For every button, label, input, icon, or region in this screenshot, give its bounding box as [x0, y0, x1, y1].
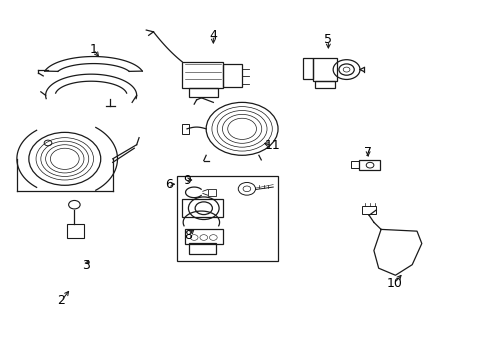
- Bar: [67, 224, 84, 238]
- Bar: [177, 176, 278, 261]
- Bar: [303, 58, 312, 79]
- Bar: [189, 88, 218, 97]
- Text: 6: 6: [165, 178, 173, 191]
- Text: 11: 11: [264, 139, 280, 152]
- Bar: [182, 199, 223, 217]
- Text: 3: 3: [82, 259, 90, 272]
- Text: 5: 5: [324, 33, 332, 46]
- Text: 9: 9: [183, 174, 190, 186]
- Bar: [361, 206, 376, 213]
- Text: 7: 7: [364, 146, 371, 159]
- Bar: [184, 229, 223, 243]
- Bar: [182, 62, 223, 88]
- Bar: [207, 189, 216, 196]
- Bar: [182, 123, 189, 134]
- Text: 8: 8: [183, 229, 192, 242]
- Bar: [358, 160, 379, 171]
- Bar: [350, 161, 358, 168]
- Text: 1: 1: [89, 43, 97, 56]
- Bar: [312, 58, 336, 81]
- Bar: [223, 64, 242, 86]
- Text: 4: 4: [209, 29, 217, 42]
- Text: 2: 2: [58, 294, 65, 307]
- Bar: [315, 81, 334, 88]
- Text: 10: 10: [386, 276, 402, 289]
- Bar: [189, 243, 215, 254]
